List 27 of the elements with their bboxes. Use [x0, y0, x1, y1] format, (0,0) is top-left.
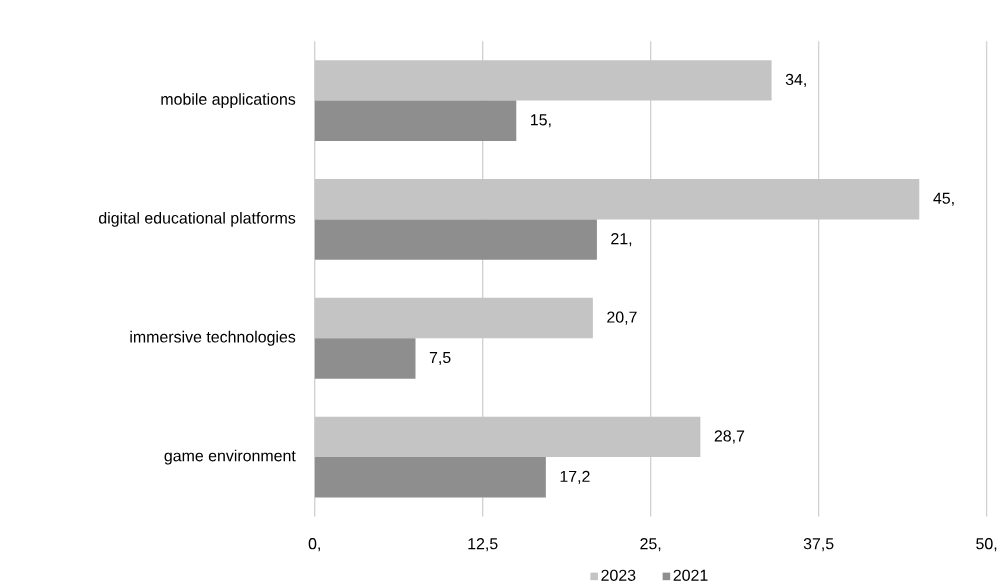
y-tick-label: game environment [164, 449, 296, 465]
bar [314, 178, 920, 220]
x-tick-label: 0, [308, 537, 320, 551]
bar [314, 416, 701, 457]
x-tick-label: 25, [640, 537, 661, 551]
y-tick-label: immersive technologies [130, 330, 296, 346]
bar [314, 100, 517, 141]
x-tick-label: 12,5 [468, 537, 498, 551]
data-label: 7,5 [429, 351, 451, 365]
bar [314, 219, 597, 260]
x-tick-label: 50, [976, 537, 997, 551]
y-tick-label: mobile applications [161, 92, 296, 108]
data-label: 15, [531, 114, 551, 128]
y-tick-label: digital educational platforms [99, 211, 296, 227]
x-tick-label: 37,5 [803, 537, 834, 551]
legend-label: 2023 [601, 569, 636, 581]
data-label: 21, [611, 232, 632, 246]
data-label: 20,7 [607, 311, 637, 325]
legend-label: 2021 [673, 569, 708, 581]
bar [314, 59, 772, 101]
bar [314, 297, 593, 339]
bar [314, 338, 416, 379]
data-label: 34, [785, 73, 806, 87]
data-label: 17,2 [560, 470, 590, 484]
data-label: 28,7 [714, 430, 745, 444]
data-label: 45, [933, 192, 954, 206]
bar [314, 456, 546, 498]
